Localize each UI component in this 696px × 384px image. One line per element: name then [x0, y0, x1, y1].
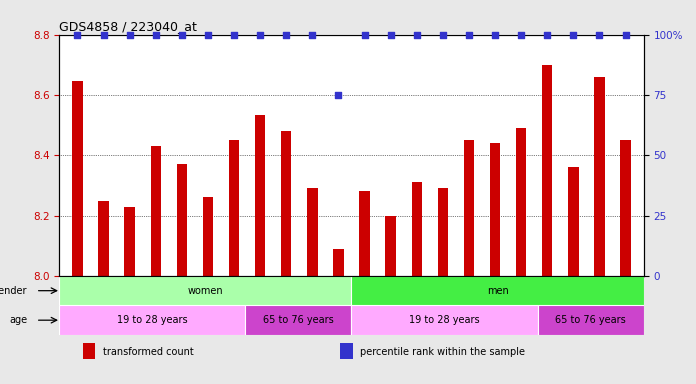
- Point: [594, 31, 605, 38]
- Text: GDS4858 / 223040_at: GDS4858 / 223040_at: [59, 20, 197, 33]
- Point: [541, 31, 553, 38]
- Bar: [255, 114, 265, 276]
- Text: men: men: [487, 286, 509, 296]
- Bar: [203, 197, 213, 276]
- Point: [359, 31, 370, 38]
- Text: women: women: [187, 286, 223, 296]
- Point: [568, 31, 579, 38]
- Bar: [340, 343, 353, 359]
- Point: [411, 31, 422, 38]
- Bar: [83, 343, 95, 359]
- Point: [72, 31, 83, 38]
- Point: [516, 31, 527, 38]
- Bar: [245, 305, 351, 335]
- Bar: [98, 200, 109, 276]
- Bar: [594, 77, 605, 276]
- Text: age: age: [9, 315, 27, 325]
- Bar: [359, 192, 370, 276]
- Text: transformed count: transformed count: [103, 347, 193, 357]
- Point: [489, 31, 500, 38]
- Bar: [59, 305, 245, 335]
- Bar: [490, 143, 500, 276]
- Point: [150, 31, 161, 38]
- Bar: [537, 305, 644, 335]
- Bar: [125, 207, 135, 276]
- Point: [255, 31, 266, 38]
- Bar: [438, 189, 448, 276]
- Point: [228, 31, 239, 38]
- Bar: [620, 140, 631, 276]
- Text: 19 to 28 years: 19 to 28 years: [409, 315, 480, 325]
- Bar: [177, 164, 187, 276]
- Point: [385, 31, 396, 38]
- Bar: [351, 276, 644, 305]
- Bar: [411, 182, 422, 276]
- Bar: [59, 276, 351, 305]
- Text: gender: gender: [0, 286, 27, 296]
- Bar: [516, 128, 526, 276]
- Bar: [281, 131, 292, 276]
- Point: [307, 31, 318, 38]
- Point: [98, 31, 109, 38]
- Point: [124, 31, 135, 38]
- Bar: [351, 305, 537, 335]
- Bar: [307, 189, 317, 276]
- Text: 19 to 28 years: 19 to 28 years: [117, 315, 187, 325]
- Bar: [568, 167, 578, 276]
- Point: [464, 31, 475, 38]
- Bar: [542, 65, 553, 276]
- Bar: [386, 215, 396, 276]
- Point: [280, 31, 292, 38]
- Point: [620, 31, 631, 38]
- Text: 65 to 76 years: 65 to 76 years: [555, 315, 626, 325]
- Point: [333, 92, 344, 98]
- Bar: [72, 81, 83, 276]
- Point: [203, 31, 214, 38]
- Text: 65 to 76 years: 65 to 76 years: [263, 315, 333, 325]
- Point: [176, 31, 187, 38]
- Text: percentile rank within the sample: percentile rank within the sample: [361, 347, 525, 357]
- Bar: [150, 146, 161, 276]
- Bar: [333, 249, 344, 276]
- Bar: [464, 140, 474, 276]
- Bar: [229, 140, 239, 276]
- Point: [437, 31, 448, 38]
